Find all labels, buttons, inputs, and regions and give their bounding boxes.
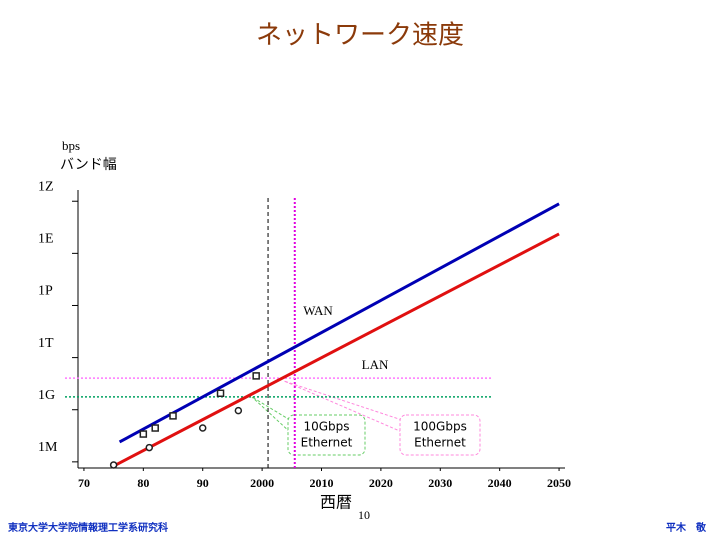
- y-tick-label: 1P: [38, 284, 53, 299]
- x-tick-label: 2000: [250, 476, 274, 490]
- x-tick-label: 2010: [310, 476, 334, 490]
- callout-text: 100Gbps: [413, 420, 467, 434]
- data-point: [109, 461, 118, 469]
- callout-text: Ethernet: [301, 436, 353, 450]
- y-tick-label: 1M: [38, 440, 58, 455]
- footer-right: 平木 敬: [666, 521, 707, 534]
- y-tick-label: 1Z: [38, 179, 54, 194]
- data-point: [169, 412, 177, 420]
- x-tick-label: 70: [78, 476, 90, 490]
- callout: 10Gbps Ethernet: [251, 396, 366, 456]
- page-number: 10: [358, 508, 370, 522]
- callout-pointer: [251, 396, 291, 433]
- x-tick-label: 2050: [547, 476, 571, 490]
- callout-box: [399, 414, 481, 456]
- y-tick-label: 1T: [38, 336, 54, 351]
- x-tick-label: 2040: [488, 476, 512, 490]
- series-label: LAN: [362, 357, 389, 372]
- callout-text: Ethernet: [414, 436, 466, 450]
- data-point: [252, 372, 260, 380]
- callout-pointer: [283, 380, 403, 421]
- y-tick-label: 1G: [38, 388, 55, 403]
- footer-left: 東京大学大学院情報理工学系研究科: [8, 521, 168, 534]
- x-tick-label: 80: [137, 476, 149, 490]
- x-tick-label: 90: [197, 476, 209, 490]
- callout: 100Gbps Ethernet: [283, 380, 481, 456]
- callout-box: [287, 414, 366, 456]
- series-label: WAN: [303, 303, 333, 318]
- y-unit: bps: [62, 138, 80, 153]
- x-tick-label: 2020: [369, 476, 393, 490]
- data-point: [216, 389, 225, 398]
- x-axis-label: 西暦: [320, 493, 352, 512]
- slide-title: ネットワーク速度: [256, 21, 464, 51]
- data-point: [139, 430, 148, 438]
- trend-line: [118, 202, 560, 444]
- callout-pointer: [283, 380, 403, 433]
- y-tick-label: 1E: [38, 232, 54, 247]
- data-point: [145, 443, 154, 452]
- x-tick-label: 2030: [428, 476, 452, 490]
- data-point: [198, 424, 207, 432]
- data-point: [151, 424, 159, 432]
- callout-pointer: [251, 396, 291, 421]
- data-point: [234, 406, 243, 415]
- callout-text: 10Gbps: [303, 420, 349, 434]
- trend-line: [112, 232, 560, 468]
- y-axis-label: バンド幅: [60, 157, 117, 173]
